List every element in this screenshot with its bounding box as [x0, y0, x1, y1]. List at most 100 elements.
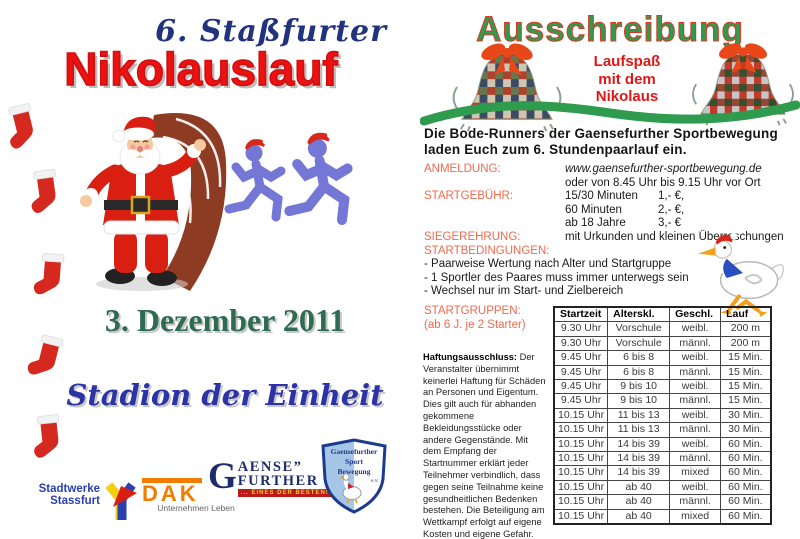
- siegerehrung-label: SIEGEREHRUNG:: [424, 230, 521, 243]
- table-cell: weibl.: [669, 436, 722, 453]
- table-cell: 10.15 Uhr: [553, 451, 609, 467]
- table-row: 9.45 Uhr 9 bis 10 männl. 15 Min.: [553, 393, 772, 409]
- table-cell: 9.45 Uhr: [553, 364, 609, 381]
- table-cell: 10.15 Uhr: [553, 422, 609, 438]
- table-row: 10.15 Uhr 14 bis 39 weibl. 60 Min.: [553, 436, 772, 453]
- page-title-ausschreibung: Ausschreibung: [476, 10, 744, 50]
- disclaimer-title: Haftungsausschluss:: [423, 352, 518, 362]
- table-cell: mixed: [669, 465, 722, 481]
- stocking-icon: [30, 414, 64, 459]
- badge-ev: e.V.: [371, 478, 379, 483]
- table-cell: 15 Min.: [720, 364, 772, 381]
- info-block: ANMELDUNG: www.gaensefurther-sportbewegu…: [424, 163, 798, 299]
- table-row: 9.45 Uhr 6 bis 8 weibl. 15 Min.: [553, 350, 772, 366]
- table-header-cell: Lauf: [720, 306, 772, 323]
- bell-caption-line: Laufspaß: [593, 53, 661, 70]
- startgruppen-block: STARTGRUPPEN: (ab 6 J. je 2 Starter): [424, 304, 526, 332]
- table-cell: 9 bis 10: [607, 393, 671, 409]
- anmeldung-label: ANMELDUNG:: [424, 163, 501, 175]
- table-cell: 200 m: [720, 321, 772, 337]
- sponsor-stadtwerke: Stadtwerke Stassfurt: [30, 483, 100, 507]
- table-cell: mixed: [669, 508, 722, 525]
- gaense-line2: FURTHER: [237, 473, 319, 489]
- table-header-cell: Alterskl.: [607, 306, 671, 323]
- table-cell: weibl.: [669, 350, 722, 366]
- startgruppen-note: (ab 6 J. je 2 Starter): [424, 319, 526, 331]
- table-cell: 9.45 Uhr: [553, 350, 609, 366]
- event-title: Nikolauslauf: [63, 42, 338, 96]
- table-cell: 60 Min.: [720, 436, 772, 453]
- table-cell: 10.15 Uhr: [553, 407, 609, 424]
- start-groups-table-head: Startzeit Alterskl. Geschl. Lauf: [553, 306, 772, 323]
- bell-caption-line: mit dem: [598, 70, 656, 88]
- start-groups-table-body: 9.30 Uhr Vorschule weibl. 200 m 9.30 Uhr Vors…: [553, 321, 772, 525]
- gaense-line1: AENSE”: [237, 459, 303, 475]
- event-date: 3. Dezember 2011: [104, 302, 346, 338]
- wave-divider: [420, 100, 800, 126]
- table-cell: 14 bis 39: [607, 451, 671, 467]
- table-cell: 11 bis 13: [607, 422, 671, 438]
- sponsor-dak: DAK: [142, 478, 204, 506]
- table-cell: 10.15 Uhr: [553, 436, 609, 453]
- table-cell: weibl.: [669, 407, 722, 424]
- table-row: 10.15 Uhr ab 40 männl. 60 Min.: [553, 494, 772, 510]
- table-cell: 9.45 Uhr: [553, 379, 609, 395]
- table-row: 10.15 Uhr 14 bis 39 mixed 60 Min.: [553, 465, 772, 481]
- table-cell: männl.: [669, 335, 722, 352]
- table-cell: 10.15 Uhr: [553, 465, 609, 481]
- bell-caption-line: Nikolaus: [595, 88, 659, 105]
- runners-illustration: [224, 128, 359, 256]
- table-cell: ab 40: [607, 494, 671, 510]
- table-cell: weibl.: [669, 379, 722, 395]
- table-cell: 9 bis 10: [607, 379, 671, 395]
- table-row: 10.15 Uhr ab 40 mixed 60 Min.: [553, 508, 772, 525]
- table-row: 9.45 Uhr 6 bis 8 männl. 15 Min.: [553, 364, 772, 381]
- table-cell: 14 bis 39: [607, 436, 671, 453]
- disclaimer: Haftungsausschluss: Der Veranstalter übe…: [423, 352, 548, 539]
- table-row: 9.30 Uhr Vorschule männl. 200 m: [553, 335, 772, 352]
- table-cell: 30 Min.: [720, 422, 772, 438]
- table-cell: 9.30 Uhr: [553, 335, 609, 352]
- stadtwerke-line2: Stassfurt: [50, 494, 100, 507]
- table-cell: 9.30 Uhr: [553, 321, 609, 337]
- table-row: 10.15 Uhr 11 bis 13 weibl. 30 Min.: [553, 407, 772, 424]
- table-cell: männl.: [669, 494, 722, 510]
- table-row: 9.30 Uhr Vorschule weibl. 200 m: [553, 321, 772, 337]
- event-venue: Stadion der Einheit: [66, 378, 384, 412]
- dak-wordmark: DAK: [142, 481, 199, 506]
- table-cell: weibl.: [669, 321, 722, 337]
- badge-goose: [339, 473, 362, 504]
- table-cell: Vorschule: [607, 335, 671, 352]
- table-cell: 10.15 Uhr: [553, 494, 609, 510]
- table-cell: 15 Min.: [720, 350, 772, 366]
- table-header-cell: Geschl.: [669, 306, 722, 323]
- condition-line: - Wechsel nur im Start- und Zielbereich: [424, 285, 624, 298]
- stadtwerke-logo-icon: [105, 482, 137, 520]
- bell-caption: Laufspaß mit dem Nikolaus: [552, 53, 702, 106]
- registration-url: www.gaensefurther-sportbewegung.de: [565, 163, 762, 175]
- goose-mascot-icon: [698, 234, 784, 317]
- table-cell: ab 40: [607, 479, 671, 496]
- table-cell: 15 Min.: [720, 379, 772, 395]
- anmeldung-line2: oder von 8.45 Uhr bis 9.15 Uhr vor Ort: [565, 176, 761, 189]
- condition-line: - 1 Sportler des Paares muss immer unter…: [424, 271, 689, 284]
- table-row: 10.15 Uhr ab 40 weibl. 60 Min.: [553, 479, 772, 496]
- badge-line2: Sport: [345, 457, 363, 466]
- table-cell: 14 bis 39: [607, 465, 671, 481]
- table-cell: 200 m: [720, 335, 772, 352]
- table-row: 9.45 Uhr 9 bis 10 weibl. 15 Min.: [553, 379, 772, 395]
- startgebuehr-label: STARTGEBÜHR:: [424, 190, 514, 203]
- table-cell: männl.: [669, 364, 722, 381]
- table-cell: 6 bis 8: [607, 364, 671, 381]
- table-cell: ab 40: [607, 508, 671, 525]
- condition-line: - Paarweise Wertung nach Alter und Start…: [424, 258, 672, 271]
- dak-bar: [142, 478, 202, 483]
- event-subtitle: 6. Staßfurter: [155, 14, 387, 49]
- table-cell: männl.: [669, 451, 722, 467]
- table-cell: 9.45 Uhr: [553, 393, 609, 409]
- table-cell: 30 Min.: [720, 407, 772, 424]
- table-cell: 60 Min.: [720, 508, 772, 525]
- table-cell: weibl.: [669, 479, 722, 496]
- table-cell: 60 Min.: [720, 494, 772, 510]
